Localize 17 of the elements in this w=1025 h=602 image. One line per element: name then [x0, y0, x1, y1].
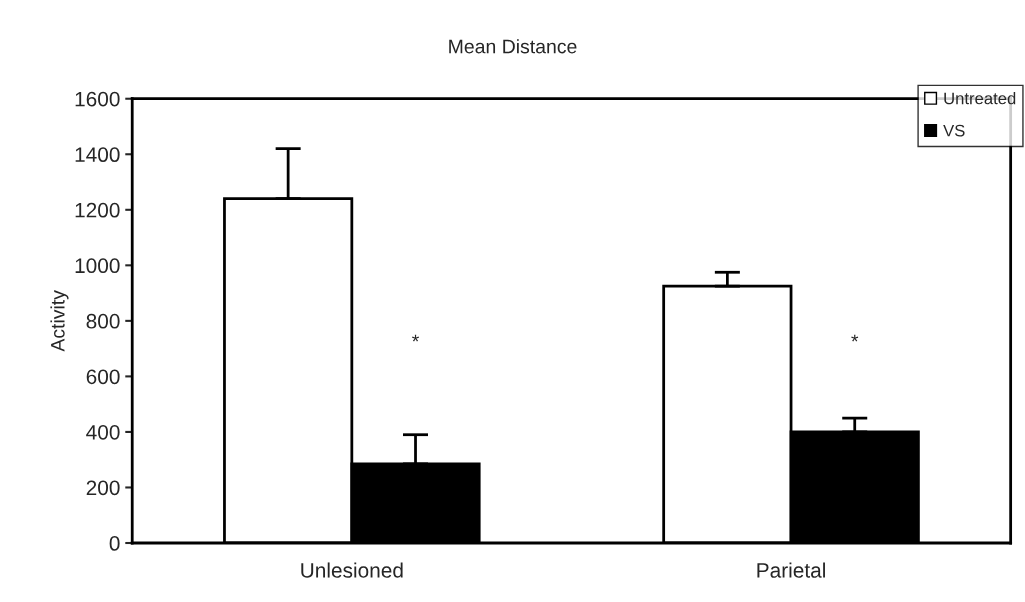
chart-title: Mean Distance — [449, 39, 577, 54]
y-tick-label: 1200 — [75, 202, 120, 218]
y-tick-label: 200 — [86, 480, 120, 496]
y-tick-label: 800 — [86, 313, 120, 329]
y-tick-label: 400 — [86, 424, 120, 440]
y-tick-label: 0 — [109, 536, 120, 551]
x-tick-label: Unlesioned — [301, 562, 403, 578]
legend-label: Untreated — [944, 92, 1016, 105]
x-tick-label: Parietal — [757, 562, 825, 578]
y-tick-label: 1000 — [75, 258, 120, 274]
annotation: * — [851, 334, 859, 342]
y-tick-label: 1400 — [75, 147, 120, 163]
y-axis-title: Activity — [50, 290, 69, 352]
y-tick-label: 1600 — [75, 91, 120, 107]
legend-label: VS — [943, 124, 965, 137]
y-tick-label: 600 — [86, 369, 120, 385]
annotation: * — [412, 334, 419, 342]
